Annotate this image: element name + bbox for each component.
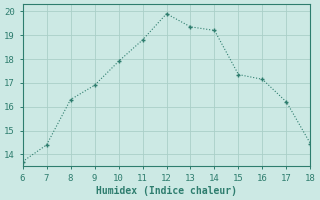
X-axis label: Humidex (Indice chaleur): Humidex (Indice chaleur) — [96, 186, 237, 196]
